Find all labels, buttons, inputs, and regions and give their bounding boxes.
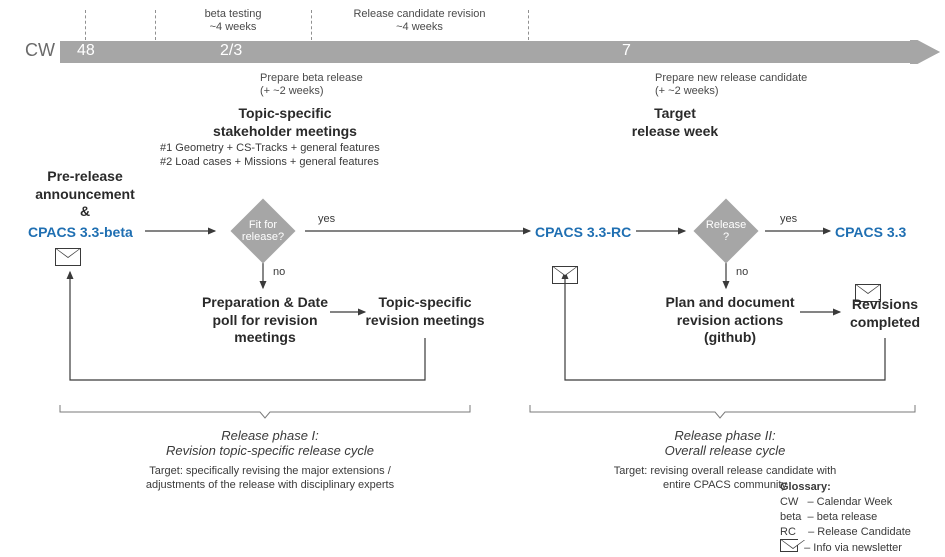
cpacs-release: CPACS 3.3 bbox=[835, 224, 906, 240]
d2-yes: yes bbox=[780, 213, 797, 225]
revisions-completed: Revisionscompleted bbox=[840, 296, 930, 331]
prep-poll: Preparation & Datepoll for revisionmeeti… bbox=[195, 294, 335, 347]
topic-revision-meetings: Topic-specificrevision meetings bbox=[365, 294, 485, 329]
glossary: Glossary: CW – Calendar Week beta – beta… bbox=[780, 480, 940, 557]
cpacs-rc: CPACS 3.3-RC bbox=[535, 224, 631, 240]
phase1-target: Target: specifically revising the major … bbox=[120, 465, 420, 493]
phase1-title: Release phase I:Revision topic-specific … bbox=[120, 428, 420, 458]
phase2-title: Release phase II:Overall release cycle bbox=[575, 428, 875, 458]
plan-document: Plan and documentrevision actions(github… bbox=[655, 294, 805, 347]
d1-no: no bbox=[273, 266, 285, 278]
d1-yes: yes bbox=[318, 213, 335, 225]
d2-no: no bbox=[736, 266, 748, 278]
mail-icon-2 bbox=[552, 266, 578, 284]
